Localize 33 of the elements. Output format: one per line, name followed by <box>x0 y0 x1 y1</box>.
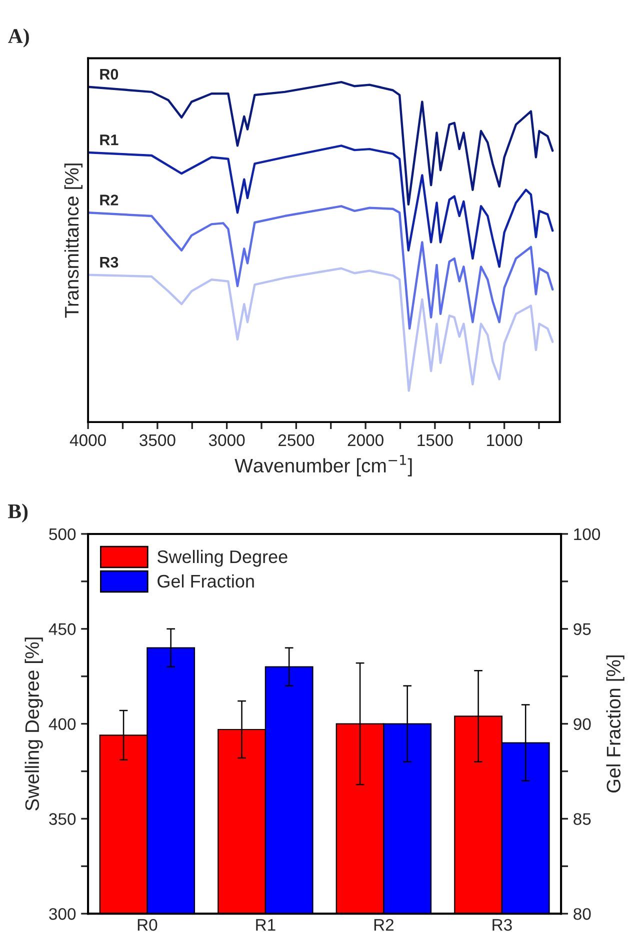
chart-title: B) <box>8 504 28 523</box>
series-label: R0 <box>100 68 118 80</box>
y-tick-label: 300 <box>49 908 76 920</box>
y-axis-title: Transmittance [%] <box>64 164 83 318</box>
x-tick-label: 1500 <box>418 434 453 446</box>
x-axis-title: Wavenumber [cm$^{−1}$] <box>234 454 412 476</box>
series-label: R2 <box>100 194 118 206</box>
x-tick-label: 3500 <box>140 434 176 446</box>
x-tick-label: R3 <box>492 918 512 931</box>
y-axis-title: Swelling Degree [%] <box>24 638 43 810</box>
y2-tick-label: 85 <box>574 813 591 825</box>
y-tick-label: 500 <box>49 528 76 540</box>
y2-tick-label: 100 <box>574 528 600 540</box>
y2-tick-label: 90 <box>574 718 591 730</box>
y-tick-label: 400 <box>48 718 76 730</box>
series-label: R1 <box>100 134 118 146</box>
y2-tick-label: 95 <box>574 623 591 636</box>
series-label: R3 <box>100 256 118 268</box>
x-tick-label: R0 <box>138 918 158 931</box>
x-tick-label: 3000 <box>208 434 245 446</box>
x-tick-label: R1 <box>256 919 276 931</box>
y2-axis-title: Gel Fraction [%] <box>606 655 624 793</box>
x-tick-label: 4000 <box>70 434 106 446</box>
y-tick-label: 350 <box>49 813 76 825</box>
y-tick-label: 450 <box>48 623 76 636</box>
chart-title: A) <box>8 28 29 48</box>
x-tick-label: R2 <box>374 918 394 931</box>
x-tick-label: 2500 <box>278 434 314 446</box>
legend-label: Gel Fraction <box>158 574 254 588</box>
x-tick-label: 2000 <box>348 434 384 446</box>
x-tick-label: 1000 <box>487 434 522 446</box>
y2-tick-label: 80 <box>574 908 591 920</box>
legend-label: Swelling Degree <box>157 550 288 567</box>
